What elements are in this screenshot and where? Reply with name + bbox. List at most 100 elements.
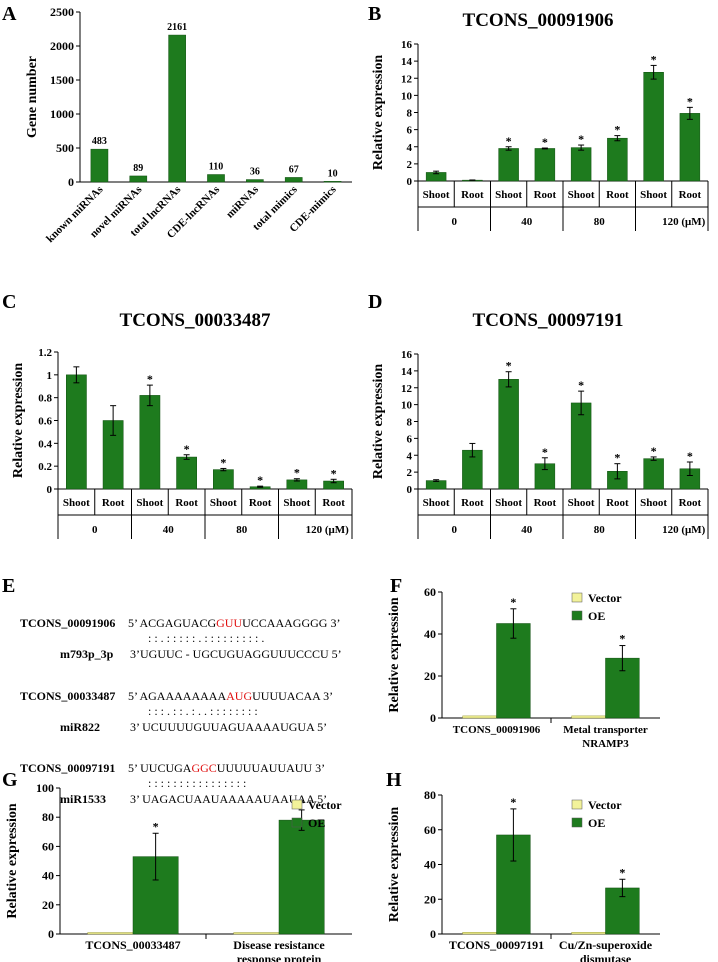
alignment-pair: TCONS_00091906 5’ ACGAGUACGGUUUCCAAAGGGG… <box>20 616 342 661</box>
y-tick-label: 8 <box>407 417 413 429</box>
category-label: Shoot <box>423 497 450 509</box>
group-label: 0 <box>452 216 458 228</box>
significance-star: * <box>619 865 625 879</box>
category-label: Root <box>322 497 345 509</box>
category-label: Root <box>679 497 702 509</box>
y-tick-label: 1500 <box>50 73 74 87</box>
y-tick-label: 0.8 <box>38 393 52 405</box>
mirna-name: miR822 <box>60 720 100 734</box>
group-label: 80 <box>594 524 606 536</box>
significance-star: * <box>510 595 516 609</box>
lncrna-name: TCONS_00033487 <box>20 689 115 703</box>
y-tick-label: 4 <box>407 450 413 462</box>
significance-star: * <box>510 795 516 809</box>
bar <box>129 175 148 183</box>
significance-star: * <box>578 378 584 392</box>
chart-d: 0 2 4 6 8 10 12 14 16 Relative expression Shoot Roo… <box>371 349 709 539</box>
mirna-sequence: 3’ UAGACUAAUAAAAAUAAUAA 5’ <box>130 792 327 806</box>
y-tick-label: 20 <box>424 669 436 683</box>
y-axis-title: Gene number <box>25 56 40 138</box>
y-tick-label: 40 <box>424 627 436 641</box>
alignment-block: TCONS_00091906 5’ ACGAGUACGGUUUCCAAAGGGG… <box>20 616 342 806</box>
data-label: 483 <box>92 136 107 147</box>
y-tick-label: 12 <box>401 383 413 395</box>
significance-star: * <box>257 473 263 487</box>
y-axis-title: Relative expression <box>387 597 402 712</box>
legend-label: OE <box>588 816 605 830</box>
y-tick-label: 80 <box>424 788 436 802</box>
y-tick-label: 1 <box>47 370 53 382</box>
y-tick-label: 2000 <box>50 39 74 53</box>
bar-vector <box>462 715 497 719</box>
y-tick-label: 0.4 <box>38 438 52 450</box>
legend-swatch-oe <box>571 817 583 828</box>
significance-star: * <box>651 444 657 458</box>
y-tick-label: 20 <box>424 892 436 906</box>
y-tick-label: 80 <box>42 810 54 824</box>
lncrna-sequence: 5’ ACGAGUACGGUUUCCAAAGGGG 3’ <box>128 616 340 630</box>
significance-star: * <box>147 372 153 386</box>
significance-star: * <box>506 359 512 373</box>
group-label: 40 <box>521 524 533 536</box>
seq-part: 5’ ACGAGUACG <box>128 616 216 630</box>
chart-b-title: TCONS_00091906 <box>463 10 614 31</box>
significance-star: * <box>153 819 159 833</box>
group-label: 80 <box>236 524 248 536</box>
y-tick-label: 6 <box>407 125 413 137</box>
category-label: Root <box>606 189 629 201</box>
legend-swatch-oe <box>571 610 583 621</box>
data-label: 2161 <box>167 22 187 33</box>
legend-swatch-oe <box>291 817 303 828</box>
category-label: Cu/Zn-superoxide <box>559 938 653 952</box>
bar <box>534 148 556 182</box>
bar-vector <box>571 715 606 719</box>
bar <box>168 34 186 183</box>
bar <box>570 402 592 490</box>
y-axis-title: Relative expression <box>387 807 402 922</box>
bar <box>323 181 342 183</box>
y-tick-label: 4 <box>407 142 413 154</box>
y-tick-label: 0 <box>407 176 413 188</box>
bar <box>643 458 664 490</box>
y-tick-label: 40 <box>424 858 436 872</box>
category-label: Root <box>249 497 272 509</box>
y-tick-label: 2500 <box>50 5 74 19</box>
legend-label: OE <box>308 816 325 830</box>
panel-h: H 0 20 40 60 80 Relative expression * TCONS_000… <box>386 769 660 962</box>
mirna-sequence: 3’ UCUUUUGUUAGUAAAAUGUA 5’ <box>130 720 327 734</box>
category-label: Root <box>461 189 484 201</box>
y-tick-label: 10 <box>401 90 413 102</box>
legend-swatch-vector <box>571 799 583 810</box>
category-label: NRAMP3 <box>582 738 629 750</box>
legend-label: Vector <box>588 798 622 812</box>
panel-letter-h: H <box>386 769 402 791</box>
match-line: : : . : : : : : . : : : : : : : : : . <box>148 631 264 645</box>
category-label: Shoot <box>640 497 667 509</box>
seed-highlight: AUG <box>226 689 252 703</box>
category-label: response protein <box>237 952 322 962</box>
significance-star: * <box>687 94 693 108</box>
category-label: Disease resistance <box>233 938 325 952</box>
y-tick-label: 0 <box>48 927 54 941</box>
match-line: : : : : : : : : : : : : : : : : <box>148 776 246 790</box>
y-tick-label: 0 <box>47 484 53 496</box>
category-label: Shoot <box>640 189 667 201</box>
panel-letter-f: F <box>390 575 402 597</box>
seq-part: UUUUACAA 3’ <box>252 689 333 703</box>
y-tick-label: 16 <box>401 349 413 361</box>
y-tick-label: 0 <box>407 484 413 496</box>
panel-letter-d: D <box>368 291 382 313</box>
significance-star: * <box>542 445 548 459</box>
category-label: Shoot <box>283 497 310 509</box>
panel-letter-b: B <box>368 3 381 25</box>
bar <box>207 174 225 183</box>
bar <box>176 456 197 490</box>
category-label: Root <box>461 497 484 509</box>
lncrna-name: TCONS_00091906 <box>20 616 115 630</box>
bar <box>246 179 264 183</box>
significance-star: * <box>294 466 300 480</box>
category-label: TCONS_00091906 <box>453 724 541 736</box>
